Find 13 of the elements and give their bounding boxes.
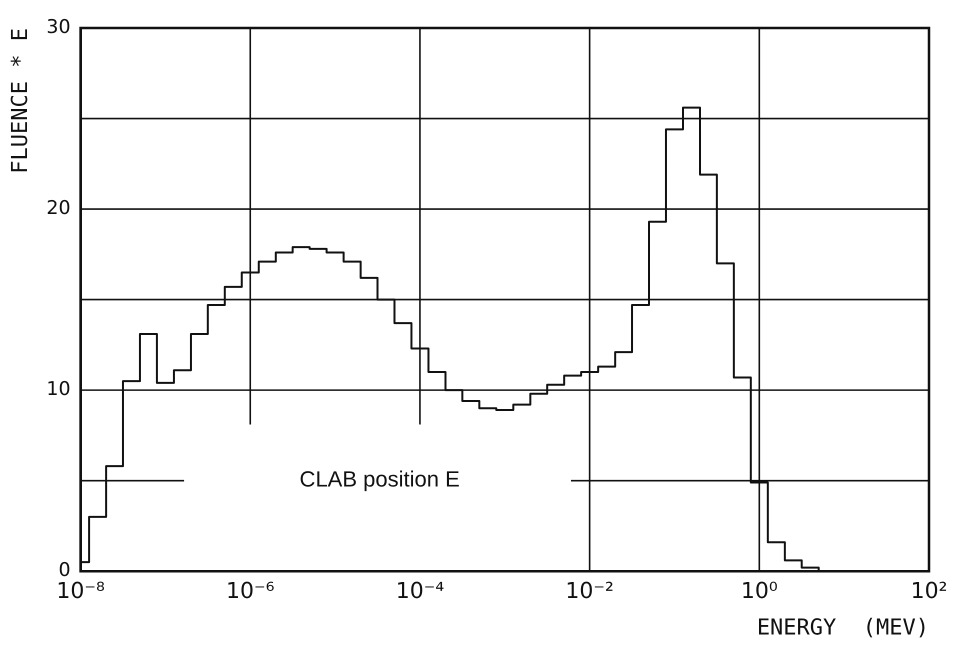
x-tick-label: 10⁰ <box>740 579 778 604</box>
y-tick-label: 30 <box>46 16 71 38</box>
x-axis-title: ENERGY (MEV) <box>756 616 929 641</box>
y-tick-label: 10 <box>46 378 71 400</box>
x-tick-label: 10⁻⁶ <box>226 579 275 604</box>
y-tick-label: 20 <box>46 197 71 220</box>
y-axis-title: FLUENCE * E <box>8 28 33 174</box>
ref-line-label: CLAB position E <box>300 466 460 492</box>
x-tick-label: 10⁻⁴ <box>396 579 444 604</box>
x-tick-label: 10² <box>910 579 948 604</box>
x-tick-label: 10⁻² <box>565 579 614 604</box>
y-tick-label: 0 <box>58 559 71 582</box>
x-tick-label: 10⁻⁸ <box>56 579 105 604</box>
